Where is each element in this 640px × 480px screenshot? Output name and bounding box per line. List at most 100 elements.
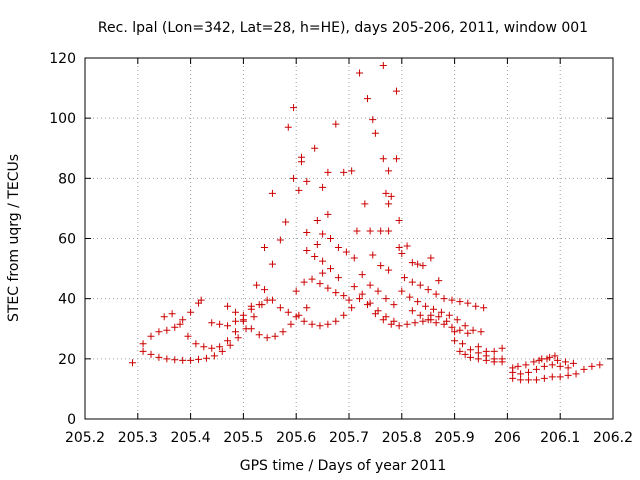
data-point [261,244,268,251]
data-point [319,258,326,265]
data-point [309,321,316,328]
data-point [319,184,326,191]
data-point [393,155,400,162]
data-point [163,327,170,334]
y-tick-label: 80 [58,171,76,187]
data-point [364,95,371,102]
data-point [427,255,434,262]
data-point [419,262,426,269]
data-point [346,297,353,304]
data-point [303,229,310,236]
data-point [187,357,194,364]
data-point [483,348,490,355]
data-point [351,255,358,262]
data-point [319,230,326,237]
data-point [525,376,532,383]
data-point [324,169,331,176]
data-point [541,363,548,370]
data-point [396,322,403,329]
data-point [451,337,458,344]
data-point [441,295,448,302]
data-point [208,345,215,352]
data-point [155,328,162,335]
data-point [303,178,310,185]
data-point [253,282,260,289]
data-point [248,325,255,332]
data-point [491,348,498,355]
data-point [398,288,405,295]
data-point [470,327,477,334]
data-point [301,318,308,325]
data-point [285,309,292,316]
data-point [311,145,318,152]
data-point [380,155,387,162]
data-point [148,351,155,358]
data-point [224,303,231,310]
data-point [232,309,239,316]
data-point [298,158,305,165]
data-point [290,175,297,182]
x-tick-label: 206.2 [593,430,633,446]
data-point [351,283,358,290]
data-point [324,211,331,218]
data-point [250,313,257,320]
data-point [361,200,368,207]
data-point [522,361,529,368]
data-point [491,355,498,362]
data-point [280,328,287,335]
data-point [409,259,416,266]
data-point [314,241,321,248]
x-tick-label: 205.7 [329,430,369,446]
data-point [285,124,292,131]
data-point [580,366,587,373]
data-point [163,355,170,362]
data-point [287,321,294,328]
data-point [475,355,482,362]
data-point [557,363,564,370]
data-point [462,322,469,329]
x-tick-label: 205.8 [382,430,422,446]
data-point [517,376,524,383]
data-point [425,286,432,293]
data-point [433,319,440,326]
data-point [216,321,223,328]
data-point [367,227,374,234]
data-point [256,331,263,338]
data-point [277,237,284,244]
data-point [324,321,331,328]
data-point [588,363,595,370]
data-point [324,285,331,292]
data-point [393,88,400,95]
data-point [380,62,387,69]
data-point [467,346,474,353]
data-point [248,306,255,313]
data-point [573,370,580,377]
data-point [335,274,342,281]
data-point [417,282,424,289]
y-tick-label: 100 [49,111,76,127]
data-point [509,375,516,382]
data-point [356,70,363,77]
data-point [224,322,231,329]
data-point [140,348,147,355]
data-point [179,357,186,364]
data-point [369,116,376,123]
data-point [169,310,176,317]
data-point [208,319,215,326]
data-point [464,300,471,307]
data-point [382,190,389,197]
data-point [533,366,540,373]
data-point [148,333,155,340]
data-point [509,369,516,376]
data-point [557,373,564,380]
data-point [140,340,147,347]
data-point [353,227,360,234]
data-point [303,247,310,254]
data-point [340,169,347,176]
data-point [565,364,572,371]
data-point [549,361,556,368]
data-points [129,62,603,383]
data-point [517,370,524,377]
data-point [446,312,453,319]
data-point [390,301,397,308]
